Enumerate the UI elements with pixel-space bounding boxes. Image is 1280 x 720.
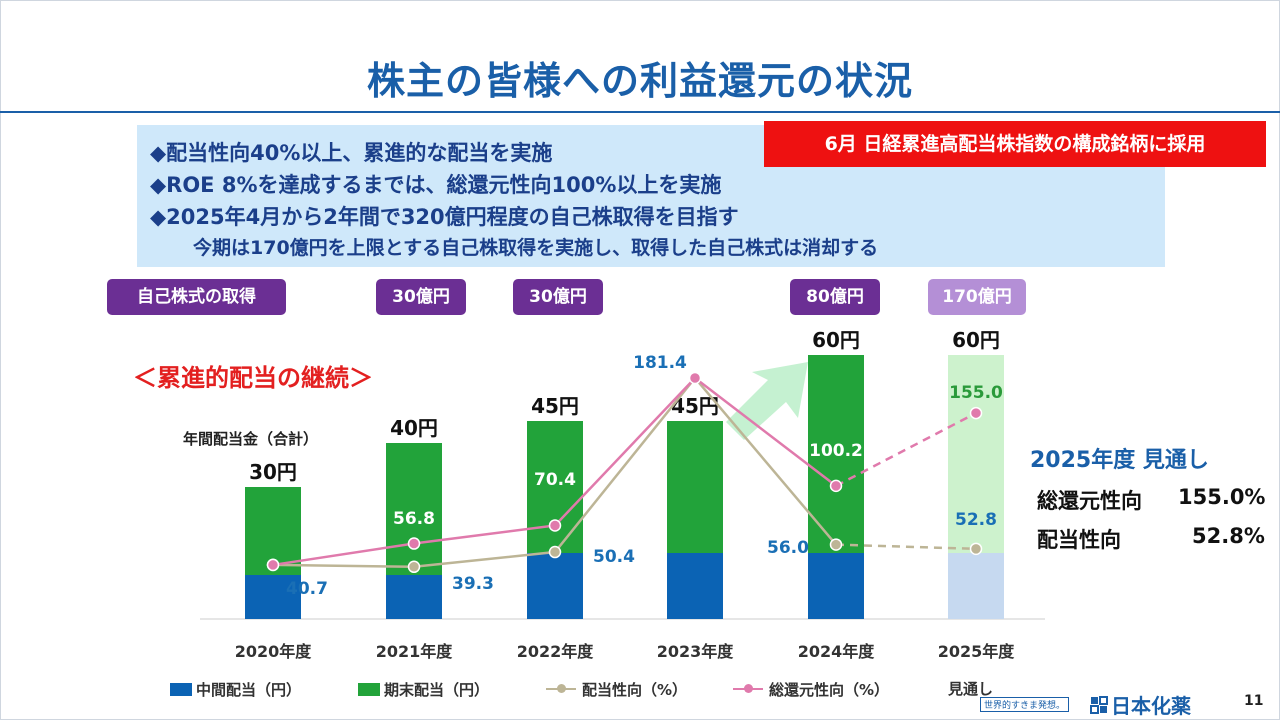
legend-interim-swatch	[170, 682, 192, 696]
payout-data-label-2024: 56.0	[767, 538, 809, 558]
bar-year-end-2024	[808, 355, 864, 553]
company-logo: 日本化薬	[1090, 690, 1191, 719]
bar-interim-2023	[667, 553, 723, 619]
bar-total-label-2020: 30円	[249, 460, 297, 484]
payout-point-2022	[548, 545, 562, 559]
buyback-amount-2022: 30億円	[513, 279, 603, 315]
policy-line-payout: ◆配当性向40%以上、累進的な配当を実施	[150, 141, 553, 165]
bar-interim-2022	[527, 553, 583, 619]
legend-year-end-swatch	[358, 682, 380, 696]
total-return-point-2020	[266, 558, 280, 572]
total-return-data-label-2022: 70.4	[534, 470, 576, 490]
payout-data-label-2025: 52.8	[955, 510, 997, 530]
x-tick-label-2022: 2022年度	[517, 642, 595, 661]
total-return-forecast-line	[835, 411, 977, 487]
x-tick-label-2025: 2025年度	[938, 642, 1016, 661]
bar-year-end-2025	[948, 355, 1004, 553]
bar-total-label-2021: 40円	[390, 416, 438, 440]
total-return-point-2023	[688, 371, 702, 385]
bar-interim-2021	[386, 575, 442, 619]
legend-payout-line	[546, 684, 576, 693]
total-return-point-2022	[548, 519, 562, 532]
buyback-amount-2021: 30億円	[376, 279, 466, 315]
legend-year-end: 期末配当（円）	[358, 678, 489, 700]
payout-data-label-2021: 39.3	[452, 574, 494, 594]
outlook-title: 2025年度 見通し	[1030, 448, 1209, 473]
title-divider	[0, 111, 1280, 113]
payout-data-label-2022: 50.4	[593, 547, 635, 567]
outlook-total-return-value: 155.0%	[1178, 485, 1266, 509]
buyback-label: 自己株式の取得	[107, 279, 286, 315]
footer-slogan: 世界的すきま発想。	[980, 697, 1070, 712]
bar-total-label-2025: 60円	[952, 328, 1000, 352]
logo-text: 日本化薬	[1111, 694, 1191, 718]
bar-year-end-2023	[667, 421, 723, 553]
policy-subnote: 今期は170億円を上限とする自己株取得を実施し、取得した自己株式は消却する	[193, 237, 879, 259]
legend-interim: 中間配当（円）	[170, 678, 301, 700]
policy-line-roe: ◆ROE 8%を達成するまでは、総還元性向100%以上を実施	[150, 173, 722, 197]
x-tick-label-2021: 2021年度	[376, 642, 454, 661]
buyback-amount-2024: 80億円	[790, 279, 880, 315]
section-heading: ＜累進的配当の継続＞	[133, 364, 373, 392]
policy-line-buyback: ◆2025年4月から2年間で320億円程度の自己株取得を目指す	[150, 205, 739, 229]
total-return-data-label-2025: 155.0	[949, 383, 1003, 403]
growth-arrow-icon	[726, 362, 808, 440]
total-return-data-label-2021: 56.8	[393, 509, 435, 529]
legend-total-return-label: 総還元性向（%）	[769, 680, 890, 699]
total-return-data-label-2024: 100.2	[809, 441, 863, 461]
buyback-amount-2025: 170億円	[928, 279, 1026, 315]
x-tick-label-2020: 2020年度	[235, 642, 313, 661]
payout-point-2021	[407, 560, 421, 574]
bar-total-label-2024: 60円	[812, 328, 860, 352]
legend-total-return-line	[733, 684, 763, 693]
bar-interim-2020	[245, 575, 301, 619]
legend-payout: 配当性向（%）	[546, 678, 687, 700]
x-tick-label-2023: 2023年度	[657, 642, 735, 661]
forecast-note: 見通し	[948, 680, 994, 698]
legend-total-return: 総還元性向（%）	[733, 678, 889, 700]
total-return-point-2021	[407, 537, 421, 550]
bar-total-label-2022: 45円	[531, 394, 579, 418]
x-tick-label-2024: 2024年度	[798, 642, 876, 661]
outlook-total-return-label: 総還元性向	[1037, 489, 1142, 513]
payout-point-2024	[829, 538, 843, 551]
bar-interim-2025	[948, 553, 1004, 619]
index-inclusion-badge: 6月 日経累進高配当株指数の構成銘柄に採用	[764, 121, 1266, 167]
chart-subtitle: 年間配当金（合計）	[183, 430, 319, 448]
outlook-payout-value: 52.8%	[1192, 524, 1265, 548]
payout-point-2025	[969, 542, 983, 556]
payout-data-label-2020: 40.7	[286, 579, 328, 599]
bar-interim-2024	[808, 553, 864, 619]
bar-year-end-2021	[386, 443, 442, 575]
outlook-payout-label: 配当性向	[1037, 528, 1121, 552]
page-number: 11	[1244, 693, 1264, 709]
legend-interim-label: 中間配当（円）	[196, 680, 302, 699]
total-return-data-label-2023: 181.4	[633, 353, 687, 373]
legend-payout-label: 配当性向（%）	[582, 680, 688, 699]
total-return-point-2025	[969, 406, 983, 420]
payout-forecast-line	[835, 543, 977, 551]
legend-year-end-label: 期末配当（円）	[384, 680, 490, 699]
logo-mark-icon	[1090, 695, 1108, 714]
total-return-point-2024	[829, 479, 843, 493]
page-title: 株主の皆様への利益還元の状況	[366, 59, 913, 103]
